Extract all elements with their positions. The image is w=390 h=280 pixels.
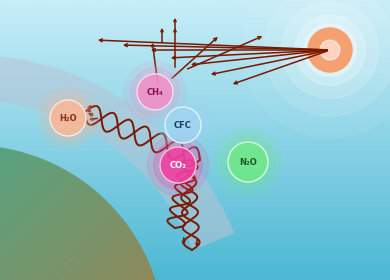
Text: CO₂: CO₂ [170,160,186,169]
Text: CH₄: CH₄ [147,88,163,97]
Polygon shape [0,55,234,250]
Circle shape [308,28,352,72]
Circle shape [228,142,268,182]
Circle shape [44,94,92,142]
Circle shape [152,94,214,156]
Circle shape [320,40,340,60]
Circle shape [131,68,179,116]
Text: H₂O: H₂O [59,113,77,123]
Circle shape [242,0,390,138]
Circle shape [221,135,275,189]
Circle shape [50,100,86,136]
Circle shape [137,74,173,110]
Circle shape [165,107,201,143]
Circle shape [147,134,209,196]
Text: CFC: CFC [174,120,192,130]
Circle shape [282,2,378,98]
Circle shape [124,61,186,123]
Circle shape [214,128,282,196]
Circle shape [160,147,196,183]
Circle shape [295,15,365,85]
Circle shape [264,0,390,116]
Text: N₂O: N₂O [239,158,257,167]
Circle shape [303,24,356,76]
Circle shape [159,101,207,149]
Circle shape [37,87,99,149]
Circle shape [154,141,202,189]
